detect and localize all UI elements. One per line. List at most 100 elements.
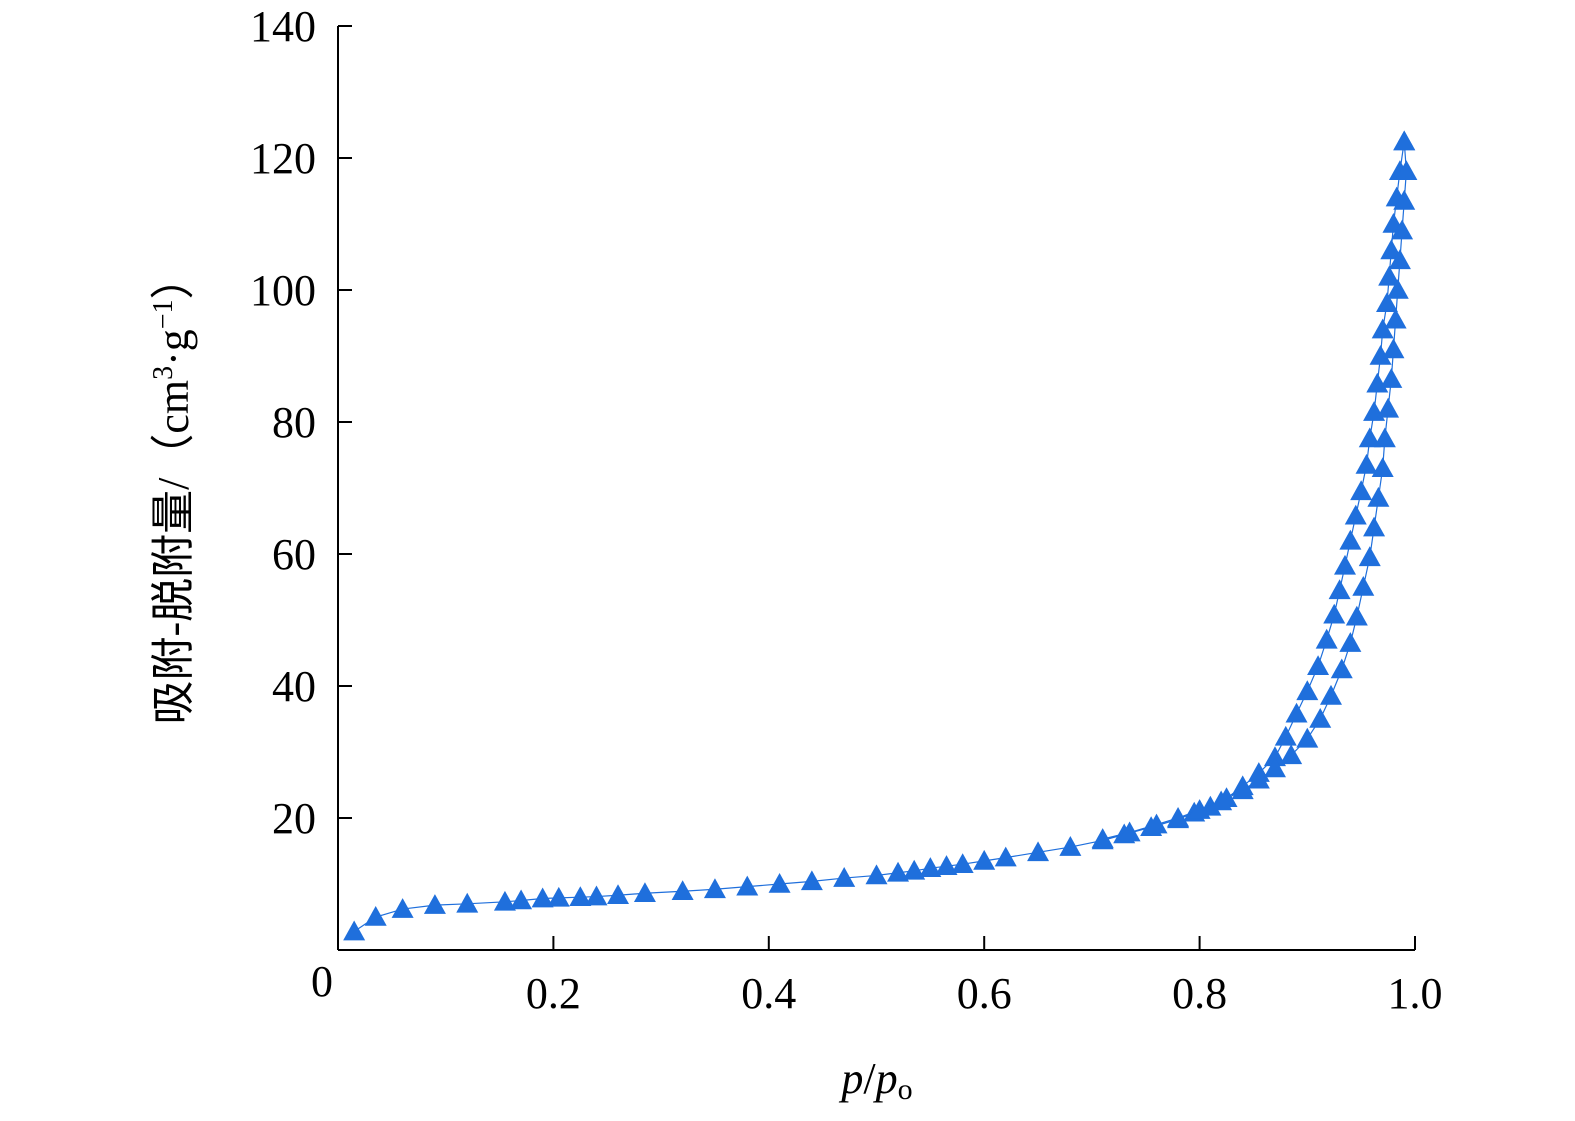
ticks: 20 40 60 80 100 120 140 0 0.2 0.4 0.6 0.8 1.0	[250, 2, 1443, 1018]
adsorption-point	[865, 864, 888, 885]
adsorption-point	[1339, 529, 1362, 550]
x-axis-title-subscript: o	[898, 1073, 913, 1106]
adsorption-point	[1375, 292, 1398, 312]
adsorption-point	[1378, 265, 1401, 286]
adsorption-point	[703, 878, 726, 899]
desorption-point	[1382, 338, 1405, 359]
desorption-point	[1167, 807, 1190, 827]
desorption-point	[1377, 397, 1400, 418]
x-axis-title: p/po	[838, 1054, 912, 1106]
adsorption-point	[887, 861, 910, 882]
desorption-point	[1231, 779, 1254, 800]
adsorption-line	[353, 141, 1405, 933]
desorption-point	[1371, 457, 1394, 477]
adsorption-point	[903, 859, 926, 880]
adsorption-point	[1059, 836, 1082, 856]
x-tick-label: 0.8	[1172, 969, 1227, 1018]
adsorption-point	[1369, 345, 1392, 365]
desorption-point	[1352, 576, 1375, 596]
adsorption-point	[456, 892, 479, 913]
adsorption-point	[1285, 702, 1308, 723]
adsorption-point	[1358, 427, 1381, 448]
y-axis-title-supminus1: −1	[148, 299, 179, 329]
y-axis-title-sup3: 3	[148, 366, 179, 380]
adsorption-point	[973, 849, 996, 870]
y-tick-label: 40	[272, 662, 316, 711]
y-tick-label: 140	[250, 2, 316, 51]
adsorption-point	[919, 857, 942, 877]
x-tick-label: 0	[311, 957, 333, 1006]
adsorption-point	[1333, 554, 1356, 575]
adsorption-point	[423, 894, 446, 914]
adsorption-point	[531, 887, 554, 908]
x-tick-label: 0.2	[526, 969, 581, 1018]
y-axis-title-suffix: ）	[149, 255, 198, 299]
adsorption-point	[510, 889, 533, 910]
desorption-point	[1358, 546, 1381, 567]
adsorption-point	[1371, 318, 1394, 339]
adsorption-point	[1350, 480, 1373, 501]
x-tick-label: 0.4	[741, 969, 796, 1018]
desorption-point	[1373, 427, 1396, 448]
axis-labels: p/po 吸附-脱附量/（cm3·g−1）	[148, 255, 913, 1106]
desorption-point	[1188, 799, 1211, 819]
desorption-point	[1339, 632, 1362, 652]
y-axis-title-middle: ·g	[149, 329, 198, 366]
desorption-point	[1280, 744, 1303, 765]
x-axis-title-slash: /	[863, 1054, 876, 1103]
axes	[337, 26, 1415, 951]
desorption-point	[1384, 308, 1407, 329]
desorption-point	[1210, 790, 1233, 811]
adsorption-point	[633, 882, 656, 903]
adsorption-point	[1344, 504, 1367, 525]
y-tick-label: 60	[272, 530, 316, 579]
y-tick-label: 120	[250, 134, 316, 183]
y-tick-label: 100	[250, 266, 316, 315]
desorption-point	[1309, 708, 1332, 728]
adsorption-point	[493, 890, 516, 911]
adsorption-point	[1315, 628, 1338, 649]
adsorption-point	[364, 906, 387, 926]
y-tick-label: 20	[272, 794, 316, 843]
series-markers	[343, 130, 1418, 941]
desorption-point	[1393, 130, 1416, 151]
adsorption-point	[671, 880, 694, 901]
adsorption-point	[1307, 655, 1330, 675]
desorption-point	[1118, 821, 1141, 842]
desorption-point	[1367, 486, 1390, 507]
adsorption-point	[1296, 680, 1319, 701]
y-tick-label: 80	[272, 398, 316, 447]
adsorption-point	[1328, 579, 1351, 600]
adsorption-point	[1274, 725, 1297, 746]
x-axis-title-p1: p	[838, 1054, 863, 1103]
desorption-point	[1330, 658, 1353, 679]
desorption-point	[1391, 219, 1414, 240]
x-tick-label: 0.6	[957, 969, 1012, 1018]
adsorption-point	[833, 867, 856, 887]
adsorption-point	[800, 870, 823, 891]
adsorption-point	[569, 886, 592, 906]
adsorption-point	[1323, 603, 1346, 624]
adsorption-point	[994, 846, 1017, 867]
desorption-point	[1319, 684, 1342, 705]
adsorption-point	[768, 873, 791, 893]
adsorption-point	[391, 898, 414, 918]
y-axis-title-prefix: 吸附-脱附量/（cm	[149, 380, 198, 725]
y-axis-title: 吸附-脱附量/（cm3·g−1）	[148, 255, 198, 724]
adsorption-point	[343, 920, 366, 941]
desorption-point	[1263, 757, 1286, 778]
desorption-point	[1388, 249, 1411, 270]
desorption-point	[1247, 768, 1270, 789]
desorption-point	[1345, 605, 1368, 626]
adsorption-point	[951, 853, 974, 873]
desorption-point	[1393, 189, 1416, 210]
adsorption-point	[935, 855, 958, 875]
desorption-point	[1380, 368, 1403, 388]
adsorption-point	[547, 886, 570, 907]
x-axis-title-p2: p	[873, 1054, 898, 1103]
desorption-point	[1091, 828, 1114, 848]
desorption-point	[1395, 160, 1418, 180]
adsorption-point	[607, 884, 630, 905]
